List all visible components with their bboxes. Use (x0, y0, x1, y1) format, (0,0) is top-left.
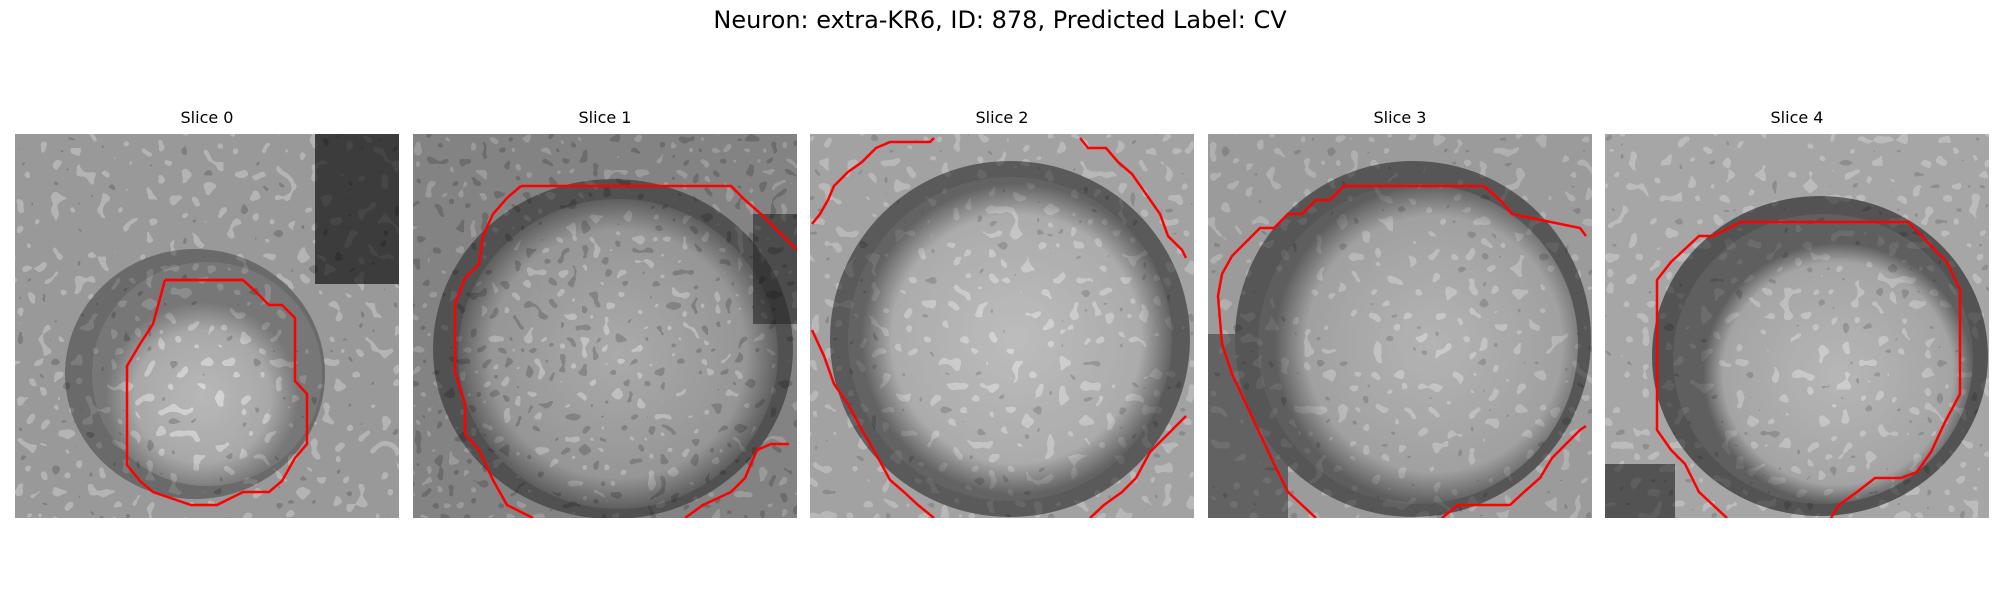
slice-image-2 (810, 134, 1194, 518)
figure-title: Neuron: extra-KR6, ID: 878, Predicted La… (713, 6, 1287, 34)
slice-image-1 (413, 134, 797, 518)
slice-image-0 (15, 134, 399, 518)
slice-title-2: Slice 2 (975, 108, 1029, 127)
slice-image-4 (1605, 134, 1989, 518)
slice-title-0: Slice 0 (180, 108, 234, 127)
slice-title-3: Slice 3 (1373, 108, 1427, 127)
slice-image-3 (1208, 134, 1592, 518)
slice-title-1: Slice 1 (578, 108, 632, 127)
slice-title-4: Slice 4 (1770, 108, 1824, 127)
